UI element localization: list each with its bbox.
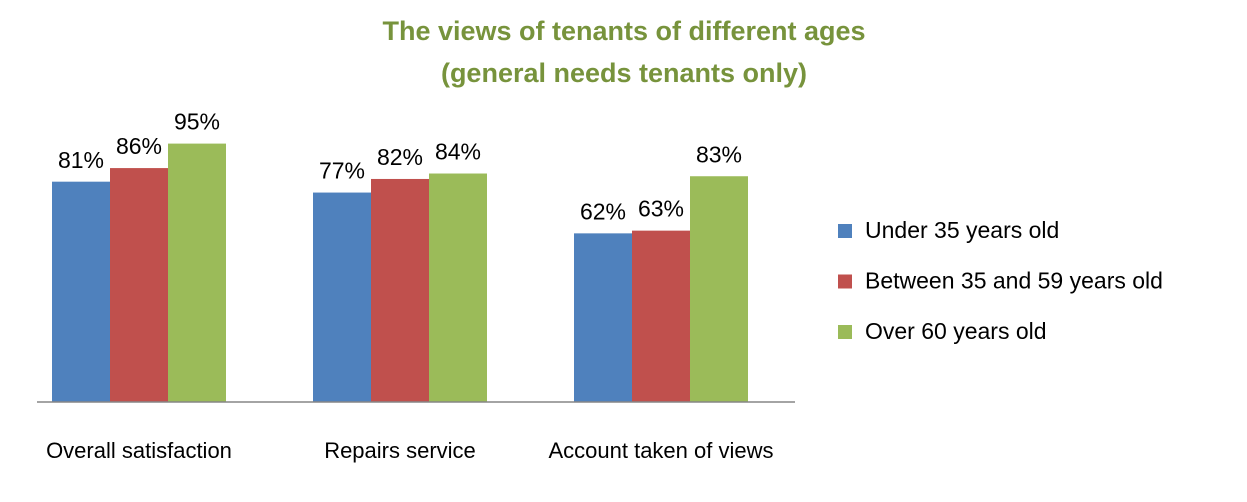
- value-label: 86%: [116, 133, 162, 159]
- value-label: 63%: [638, 196, 684, 222]
- bar: [574, 233, 632, 402]
- x-tick-label: Overall satisfaction: [46, 438, 232, 463]
- x-tick-label: Account taken of views: [548, 438, 774, 463]
- bar: [52, 181, 110, 402]
- legend-label: Between 35 and 59 years old: [865, 268, 1163, 294]
- legend-swatch: [838, 274, 852, 289]
- legend-label: Over 60 years old: [865, 318, 1047, 344]
- legend-swatch: [838, 325, 852, 339]
- value-label: 81%: [58, 147, 104, 173]
- value-label: 83%: [696, 141, 742, 167]
- chart-subtitle: (general needs tenants only): [441, 58, 807, 88]
- value-label: 95%: [174, 109, 220, 135]
- x-tick-label: Repairs service: [324, 438, 476, 463]
- legend-label: Under 35 years old: [865, 217, 1059, 243]
- chart-title: The views of tenants of different ages: [382, 16, 865, 46]
- bar: [371, 178, 429, 402]
- bar: [690, 176, 748, 402]
- value-label: 62%: [580, 198, 626, 224]
- bar: [168, 143, 226, 402]
- bar: [313, 192, 371, 402]
- bar: [110, 168, 168, 402]
- value-label: 77%: [319, 158, 365, 184]
- bar: [429, 173, 487, 402]
- value-label: 84%: [435, 139, 481, 165]
- bar: [632, 230, 690, 402]
- value-label: 82%: [377, 144, 423, 170]
- legend-swatch: [838, 224, 852, 238]
